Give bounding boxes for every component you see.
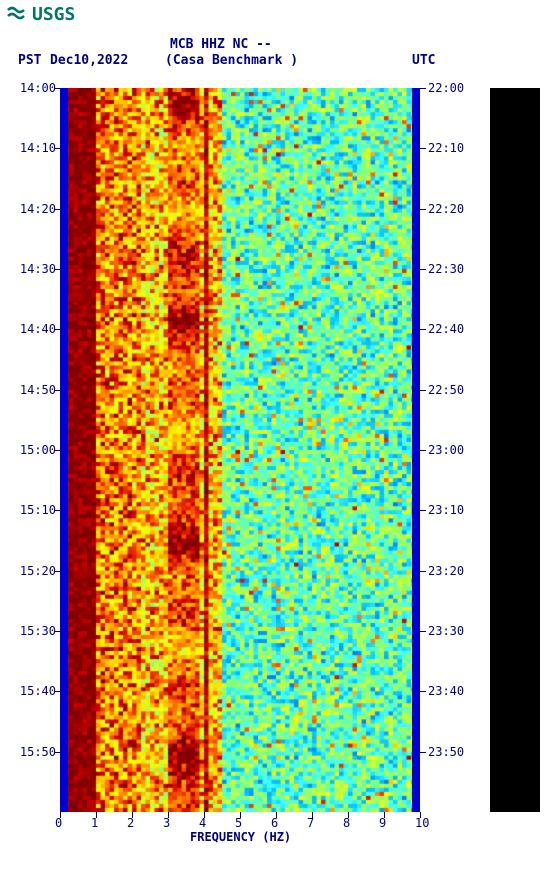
y-right-tick: 23:10 — [428, 503, 464, 517]
station-name: (Casa Benchmark ) — [165, 53, 298, 68]
x-tick: 5 — [235, 816, 242, 830]
y-right-tick: 23:40 — [428, 684, 464, 698]
y-right-tick: 23:20 — [428, 564, 464, 578]
left-edge-stripe — [60, 88, 68, 812]
colorbar — [490, 88, 540, 812]
y-right-tick: 22:40 — [428, 322, 464, 336]
y-left-tick: 14:50 — [12, 383, 56, 397]
y-left-tick: 15:00 — [12, 443, 56, 457]
y-left-tick: 14:00 — [12, 81, 56, 95]
x-axis-label: FREQUENCY (HZ) — [190, 830, 291, 844]
y-right-tick: 22:50 — [428, 383, 464, 397]
spectrogram-plot — [60, 88, 420, 812]
y-left-tick: 15:50 — [12, 745, 56, 759]
x-tick: 4 — [199, 816, 206, 830]
x-tick: 6 — [271, 816, 278, 830]
right-edge-stripe — [412, 88, 420, 812]
y-right-tick: 22:30 — [428, 262, 464, 276]
y-left-tick: 14:40 — [12, 322, 56, 336]
y-right-tick: 23:30 — [428, 624, 464, 638]
usgs-logo: USGS — [6, 4, 75, 25]
x-tick: 10 — [415, 816, 429, 830]
y-left-tick: 15:30 — [12, 624, 56, 638]
x-tick: 9 — [379, 816, 386, 830]
y-left-tick: 14:20 — [12, 202, 56, 216]
station-code: MCB HHZ NC -- — [170, 37, 272, 52]
x-tick: 3 — [163, 816, 170, 830]
y-left-tick: 15:40 — [12, 684, 56, 698]
y-left-tick: 14:10 — [12, 141, 56, 155]
x-tick: 0 — [55, 816, 62, 830]
y-right-tick: 22:10 — [428, 141, 464, 155]
y-right-tick: 23:00 — [428, 443, 464, 457]
date-label: Dec10,2022 — [50, 53, 128, 68]
left-timezone: PST — [18, 53, 41, 68]
y-right-tick: 23:50 — [428, 745, 464, 759]
y-left-tick: 15:10 — [12, 503, 56, 517]
logo-text: USGS — [32, 4, 75, 25]
y-left-tick: 15:20 — [12, 564, 56, 578]
right-timezone: UTC — [412, 53, 435, 68]
y-right-tick: 22:20 — [428, 202, 464, 216]
x-tick: 2 — [127, 816, 134, 830]
x-tick: 1 — [91, 816, 98, 830]
x-tick: 7 — [307, 816, 314, 830]
y-left-tick: 14:30 — [12, 262, 56, 276]
y-right-tick: 22:00 — [428, 81, 464, 95]
x-tick: 8 — [343, 816, 350, 830]
